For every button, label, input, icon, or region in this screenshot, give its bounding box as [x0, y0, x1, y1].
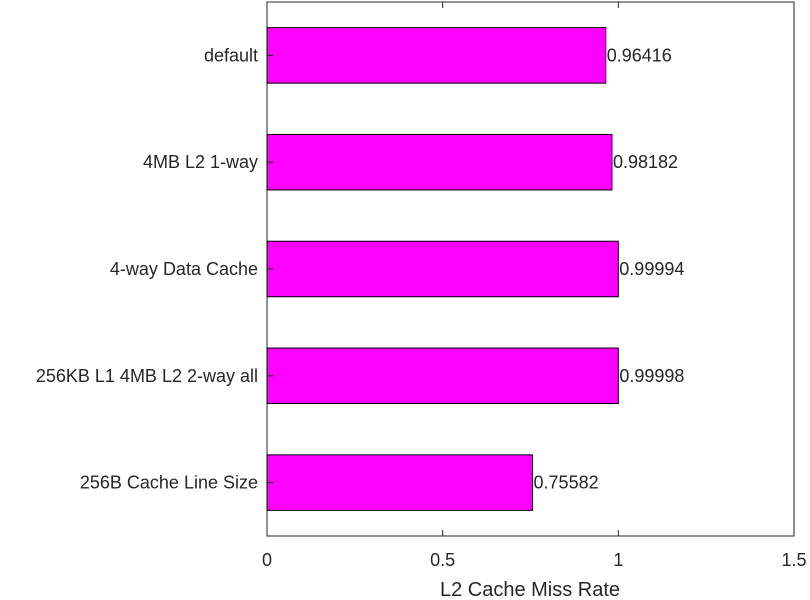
category-label-3: 256KB L1 4MB L2 2-way all — [36, 366, 258, 386]
data-label-0: 0.96416 — [607, 45, 672, 65]
category-label-0: default — [204, 45, 258, 65]
data-label-3: 0.99998 — [619, 366, 684, 386]
bar-4 — [266, 454, 534, 511]
data-label-4: 0.75582 — [534, 473, 599, 493]
x-tick-label-2: 1 — [613, 550, 623, 570]
data-label-1: 0.98182 — [613, 152, 678, 172]
bar-0 — [266, 27, 607, 84]
x-axis-label: L2 Cache Miss Rate — [440, 579, 620, 600]
bars-layer — [266, 27, 619, 511]
category-label-2: 4-way Data Cache — [110, 259, 258, 279]
category-label-1: 4MB L2 1-way — [143, 152, 258, 172]
bar-1 — [266, 133, 613, 191]
ticks-layer — [266, 2, 795, 536]
data-label-2: 0.99994 — [619, 259, 684, 279]
bar-2 — [266, 240, 619, 298]
x-tick-label-3: 1.5 — [781, 550, 806, 570]
x-tick-label-1: 0.5 — [430, 550, 455, 570]
bar-3 — [266, 347, 619, 405]
x-tick-label-0: 0 — [262, 550, 272, 570]
category-label-4: 256B Cache Line Size — [80, 473, 258, 493]
labels-layer: default 0.96416 4MB L2 1-way 0.98182 4-way D… — [36, 45, 807, 570]
